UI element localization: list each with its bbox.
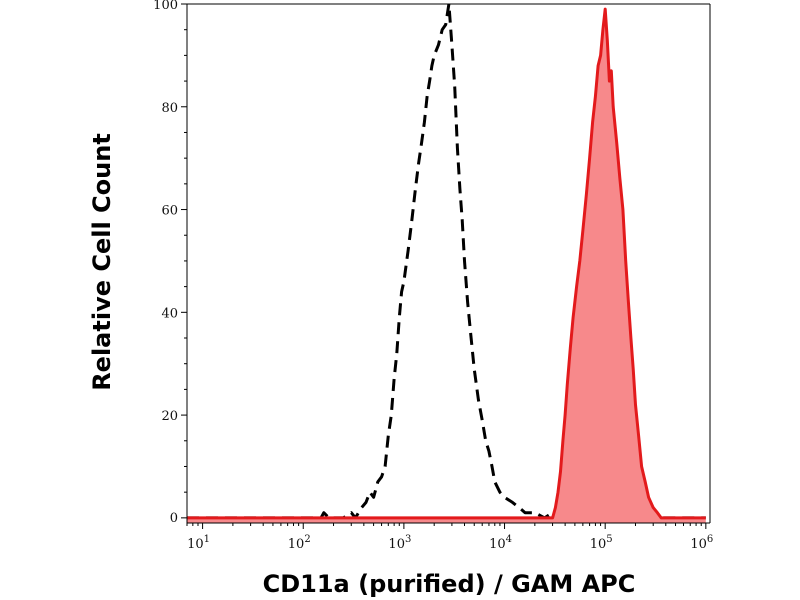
y-axis-title: Relative Cell Count (88, 133, 116, 391)
series-fill-2 (187, 9, 706, 524)
x-tick-label: 105 (590, 534, 613, 552)
x-axis-title: CD11a (purified) / GAM APC (263, 570, 636, 598)
x-tick-label: 103 (388, 534, 411, 552)
x-tick-label: 106 (690, 534, 713, 552)
axes-layer (186, 3, 711, 524)
y-tick-label: 80 (161, 101, 178, 116)
x-tick-label: 104 (489, 534, 512, 552)
y-tick-label: 0 (170, 511, 178, 526)
ticks-layer: 0 20 40 60 80 100 101 102 103 104 105 106 (153, 0, 713, 552)
x-tick-label: 102 (288, 534, 311, 552)
series-line-1 (187, 4, 706, 520)
series-layer (187, 4, 706, 524)
y-tick-label: 40 (161, 306, 178, 321)
series-line-2 (187, 7, 706, 520)
y-tick-label: 60 (161, 204, 178, 219)
y-tick-label: 20 (161, 409, 178, 424)
y-tick-label: 100 (153, 0, 178, 13)
x-tick-label: 101 (187, 534, 210, 552)
